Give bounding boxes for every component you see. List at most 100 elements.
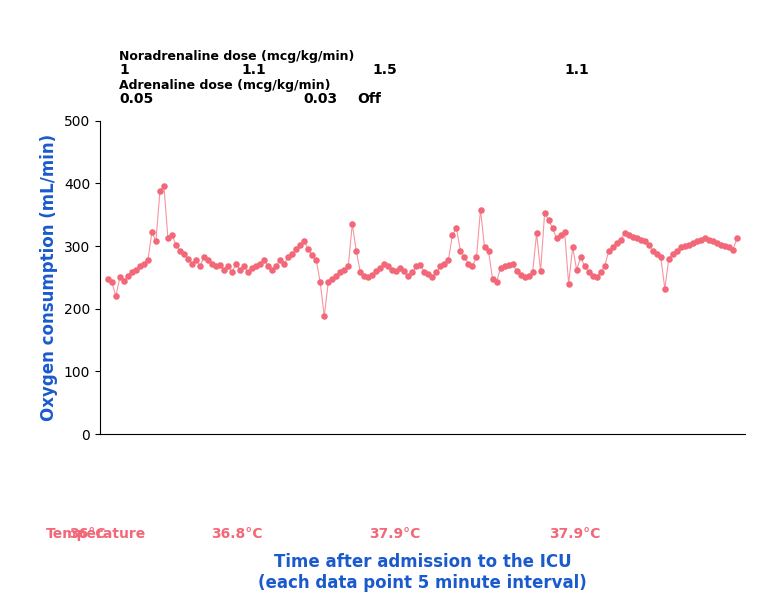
Point: [198, 253, 210, 262]
Point: [535, 267, 547, 276]
Point: [226, 268, 238, 277]
Point: [326, 274, 339, 283]
Point: [707, 236, 719, 246]
Text: 37.9°C: 37.9°C: [369, 526, 420, 541]
Point: [154, 186, 166, 195]
Point: [294, 240, 306, 250]
Point: [298, 236, 310, 246]
Point: [583, 268, 595, 277]
Point: [250, 261, 262, 271]
Point: [157, 182, 170, 191]
Point: [242, 268, 254, 277]
Point: [670, 246, 683, 256]
Point: [137, 259, 150, 268]
Point: [491, 277, 503, 287]
Point: [182, 254, 194, 264]
Point: [258, 255, 270, 265]
Point: [439, 259, 451, 268]
Point: [526, 268, 538, 277]
Point: [731, 234, 743, 244]
Point: [246, 263, 258, 273]
Point: [419, 268, 431, 277]
Point: [130, 265, 142, 275]
Text: 0.05: 0.05: [119, 92, 154, 106]
Point: [206, 259, 218, 268]
Point: [594, 268, 607, 277]
Point: [603, 246, 615, 256]
Point: [470, 253, 482, 262]
Point: [715, 240, 727, 250]
Text: Adrenaline dose (mcg/kg/min): Adrenaline dose (mcg/kg/min): [119, 79, 330, 92]
Point: [587, 271, 599, 281]
Point: [647, 246, 659, 256]
Point: [390, 267, 402, 276]
Point: [567, 242, 579, 252]
Point: [562, 279, 574, 288]
Point: [262, 261, 274, 271]
Point: [238, 261, 250, 271]
Point: [639, 236, 651, 246]
Text: 1.1: 1.1: [242, 63, 266, 77]
Point: [506, 259, 518, 268]
Point: [531, 229, 543, 238]
Point: [571, 265, 583, 275]
Point: [450, 224, 462, 233]
Point: [270, 261, 283, 271]
Point: [663, 254, 675, 264]
Point: [498, 261, 511, 271]
Point: [654, 253, 667, 262]
Point: [146, 227, 158, 237]
Text: 1.1: 1.1: [564, 63, 589, 77]
Point: [178, 248, 190, 258]
Point: [430, 268, 442, 277]
Point: [542, 215, 554, 224]
Point: [623, 230, 635, 239]
Point: [150, 236, 162, 246]
Point: [634, 235, 647, 245]
Point: [394, 263, 406, 273]
Point: [134, 261, 146, 271]
Point: [631, 234, 643, 244]
Point: [522, 271, 535, 281]
Point: [282, 253, 294, 262]
Point: [174, 246, 186, 256]
Point: [667, 248, 679, 258]
Point: [710, 238, 723, 248]
Point: [486, 274, 498, 283]
Point: [374, 263, 386, 273]
Point: [370, 267, 382, 276]
Point: [547, 224, 559, 233]
Point: [314, 277, 326, 287]
Point: [346, 219, 359, 229]
Point: [358, 271, 370, 281]
Point: [334, 268, 346, 277]
Point: [502, 260, 515, 270]
Point: [695, 235, 707, 245]
Point: [659, 284, 671, 294]
Point: [462, 259, 475, 268]
Point: [338, 265, 350, 275]
Point: [382, 261, 395, 271]
Point: [650, 248, 663, 258]
Point: [210, 261, 222, 271]
Point: [378, 259, 390, 268]
Point: [234, 265, 247, 275]
Point: [362, 273, 375, 282]
Point: [466, 261, 478, 271]
Point: [110, 291, 122, 301]
Point: [122, 271, 134, 281]
Point: [230, 259, 242, 268]
Point: [406, 268, 419, 277]
Point: [306, 251, 319, 260]
Point: [703, 235, 715, 245]
Point: [683, 240, 695, 250]
Point: [475, 205, 487, 215]
Point: [515, 270, 527, 280]
Point: [478, 242, 491, 252]
Text: 36°C: 36°C: [69, 526, 106, 541]
Point: [422, 270, 435, 279]
Point: [598, 261, 611, 271]
Point: [266, 265, 278, 275]
Point: [434, 261, 446, 271]
Point: [194, 261, 206, 271]
